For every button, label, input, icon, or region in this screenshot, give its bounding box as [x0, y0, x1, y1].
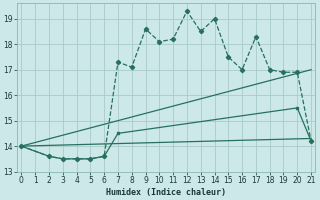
X-axis label: Humidex (Indice chaleur): Humidex (Indice chaleur) [106, 188, 226, 197]
